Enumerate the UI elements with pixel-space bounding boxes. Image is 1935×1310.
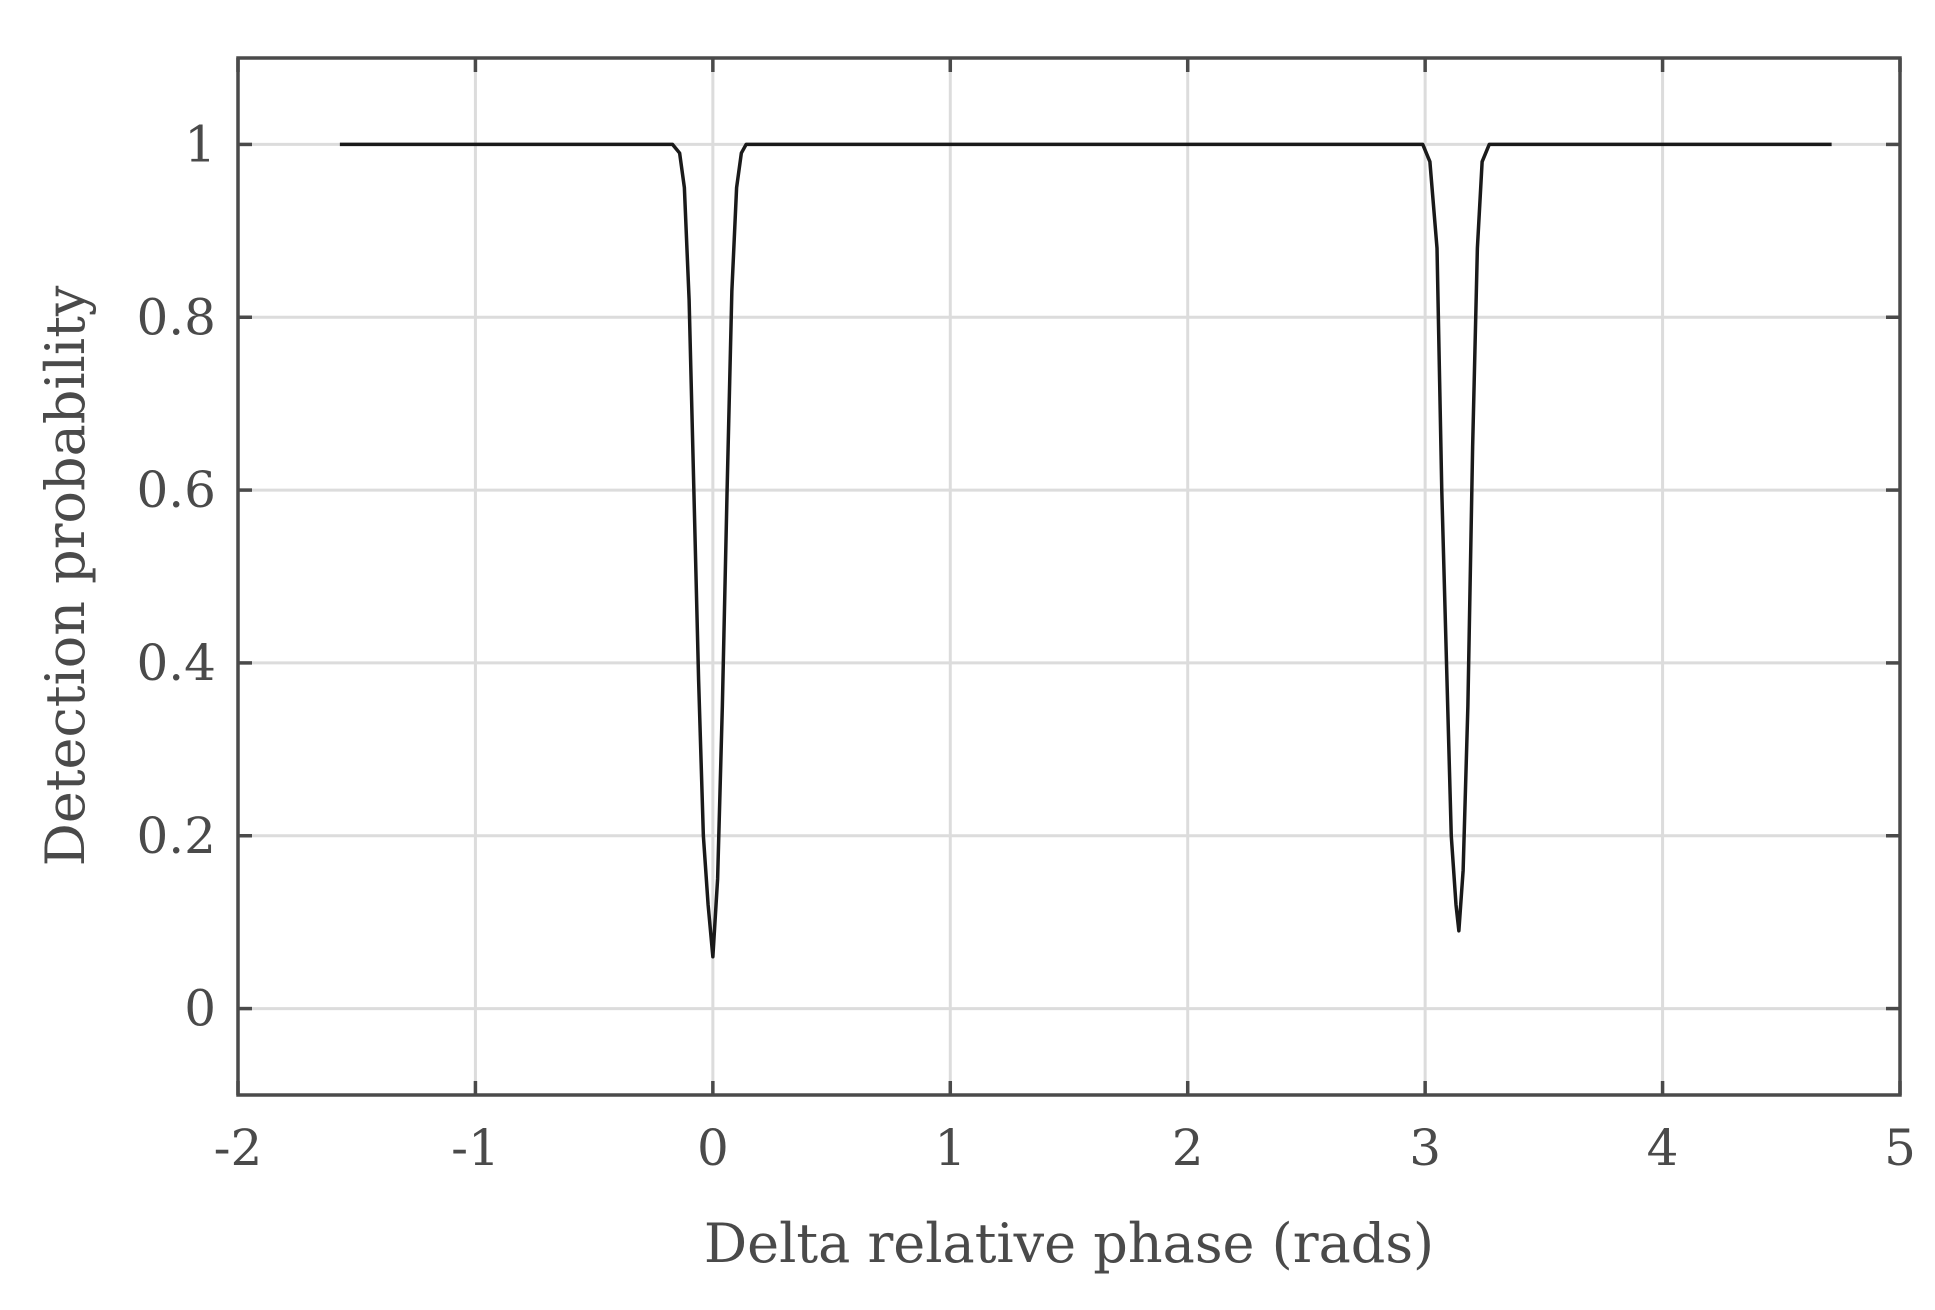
x-tick-label: 2 — [1172, 1119, 1204, 1177]
x-axis-title: Delta relative phase (rads) — [704, 1212, 1434, 1275]
tick-marks — [236, 58, 1902, 1095]
y-tick-label: 0.2 — [136, 807, 216, 865]
x-tick-labels: -2 -1 0 1 2 3 4 5 — [214, 1119, 1916, 1177]
y-tick-label: 0.6 — [136, 461, 216, 519]
series-layer — [339, 142, 1832, 959]
x-tick-label: -2 — [214, 1119, 263, 1177]
y-axis-title: Detection probability — [34, 285, 97, 866]
y-tick-label: 0.8 — [136, 288, 216, 346]
x-tick-label: 1 — [934, 1119, 966, 1177]
axes-frame — [236, 56, 1902, 1097]
y-tick-label: 1 — [184, 115, 216, 173]
y-tick-label: 0 — [184, 980, 216, 1038]
x-tick-label: 5 — [1884, 1119, 1916, 1177]
y-tick-label: 0.4 — [136, 634, 216, 692]
x-tick-label: 4 — [1647, 1119, 1679, 1177]
series-line-0 — [339, 142, 1832, 959]
y-tick-labels: 0 0.2 0.4 0.6 0.8 1 — [136, 115, 216, 1037]
plot-background — [238, 58, 1900, 1095]
x-tick-label: 0 — [697, 1119, 729, 1177]
x-tick-label: -1 — [451, 1119, 500, 1177]
x-tick-label: 3 — [1409, 1119, 1441, 1177]
